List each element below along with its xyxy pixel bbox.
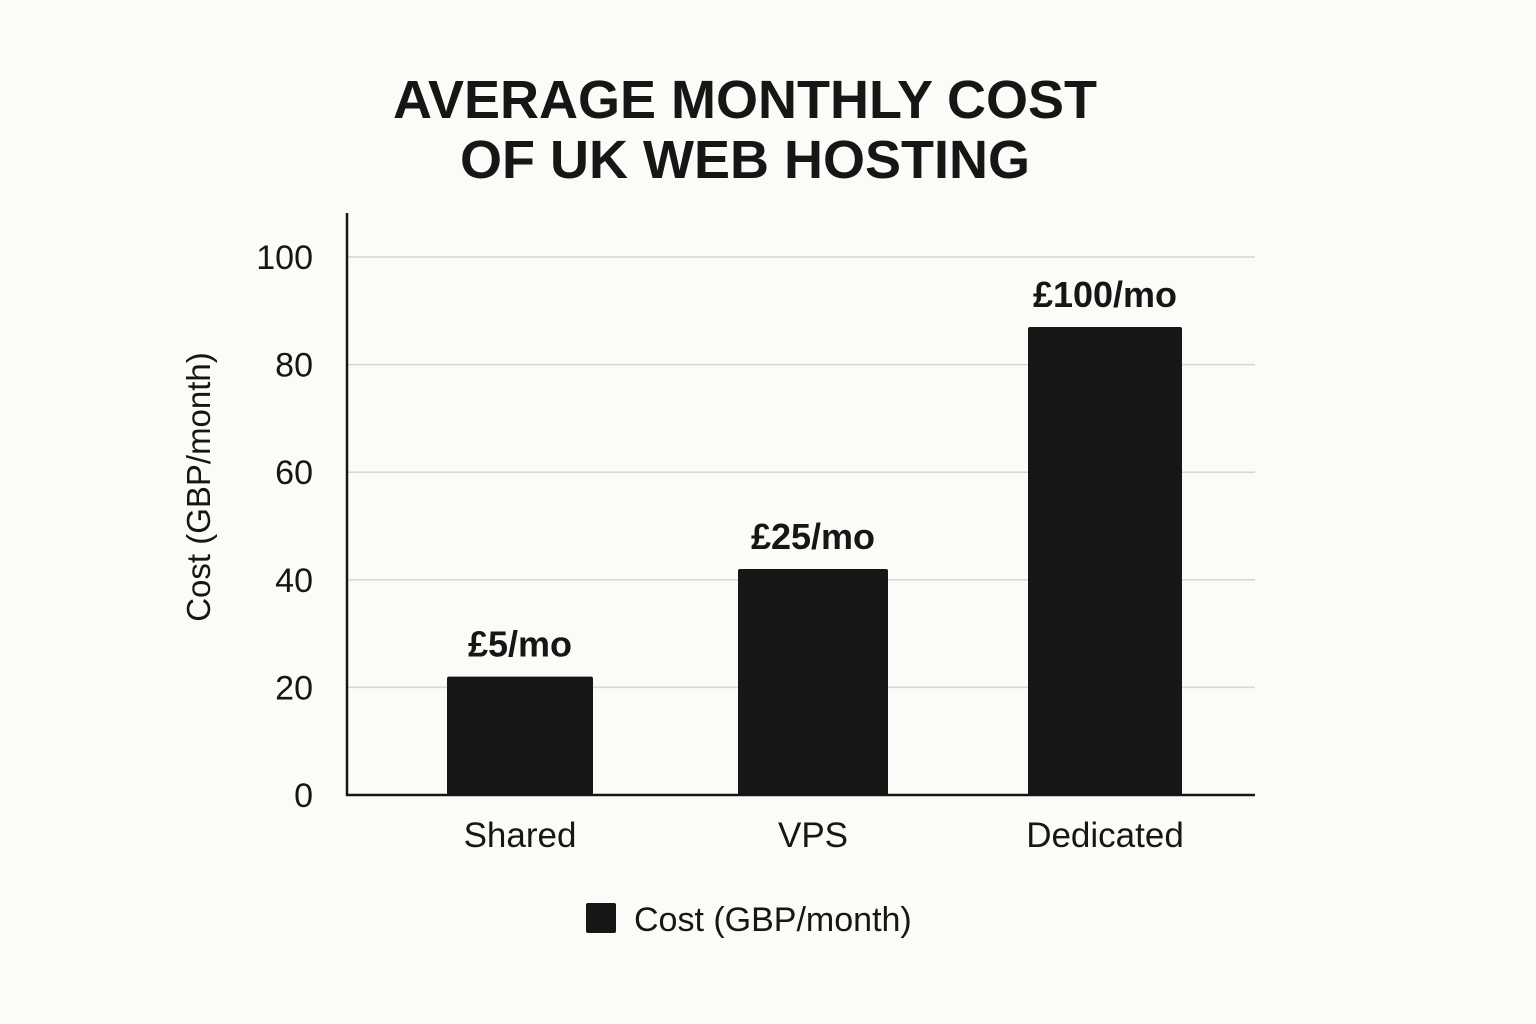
- legend: Cost (GBP/month): [586, 901, 912, 939]
- y-axis-ticks: 0 20 40 60 80 100: [256, 239, 313, 815]
- data-label: £5/mo: [468, 624, 572, 665]
- chart-title-line-2: OF UK WEB HOSTING: [460, 130, 1030, 190]
- data-labels: £5/mo £25/mo £100/mo: [468, 274, 1177, 665]
- data-label: £25/mo: [751, 516, 875, 557]
- y-tick-label: 80: [275, 347, 313, 385]
- y-tick-label: 40: [275, 562, 313, 600]
- bar-vps: [738, 569, 888, 795]
- legend-swatch: [586, 903, 616, 933]
- x-axis-categories: Shared VPS Dedicated: [464, 816, 1184, 855]
- bar-shared: [447, 676, 593, 795]
- legend-label: Cost (GBP/month): [634, 901, 912, 939]
- bar-dedicated: [1028, 326, 1182, 795]
- y-tick-label: 0: [294, 777, 313, 815]
- chart-title-line-1: AVERAGE MONTHLY COST: [393, 70, 1097, 130]
- bars: [447, 326, 1182, 795]
- y-tick-label: 20: [275, 669, 313, 707]
- y-tick-label: 100: [256, 239, 313, 277]
- data-label: £100/mo: [1033, 274, 1177, 315]
- x-tick-label: Dedicated: [1026, 816, 1184, 855]
- chart-title: AVERAGE MONTHLY COST OF UK WEB HOSTING: [393, 70, 1097, 190]
- y-axis-title: Cost (GBP/month): [180, 352, 217, 622]
- x-tick-label: Shared: [464, 816, 577, 855]
- x-tick-label: VPS: [778, 816, 848, 855]
- y-tick-label: 60: [275, 454, 313, 492]
